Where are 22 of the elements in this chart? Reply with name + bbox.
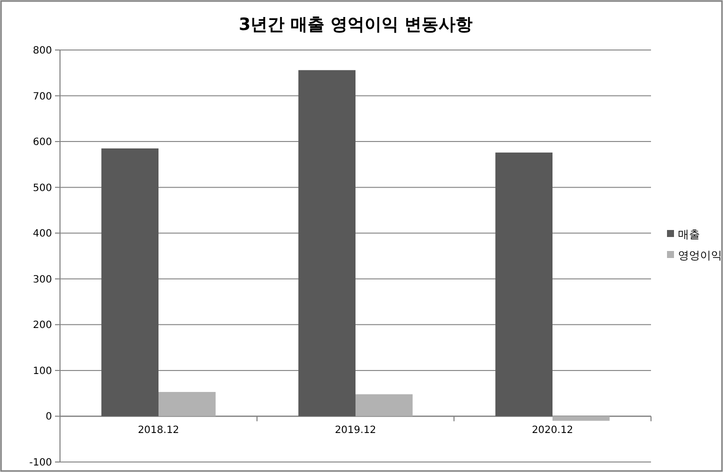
y-tick-label: 400 (32, 228, 52, 240)
bar (298, 70, 356, 416)
bar (552, 416, 610, 421)
bar (495, 152, 552, 416)
x-tick-label: 2018.12 (138, 425, 180, 436)
x-tick-label: 2020.12 (532, 425, 574, 436)
y-tick-label: 500 (32, 182, 52, 194)
y-tick-label: 800 (32, 46, 52, 56)
y-tick-label: 300 (32, 274, 52, 286)
legend-label: 영엉이익 (678, 249, 722, 262)
x-tick-label: 2019.12 (334, 425, 376, 436)
y-tick-label: 700 (32, 91, 52, 102)
y-tick-label: 0 (46, 412, 52, 423)
bar (101, 148, 158, 416)
bar (158, 392, 216, 416)
y-tick-label: 100 (32, 366, 52, 377)
y-tick-label: 200 (32, 320, 52, 332)
y-tick-label: 600 (32, 137, 52, 148)
y-tick-label: -100 (29, 458, 52, 468)
legend-label: 매출 (678, 228, 700, 241)
bar (356, 394, 413, 416)
chart-title: 3년간 매출 영억이익 변동사항 (238, 15, 472, 35)
